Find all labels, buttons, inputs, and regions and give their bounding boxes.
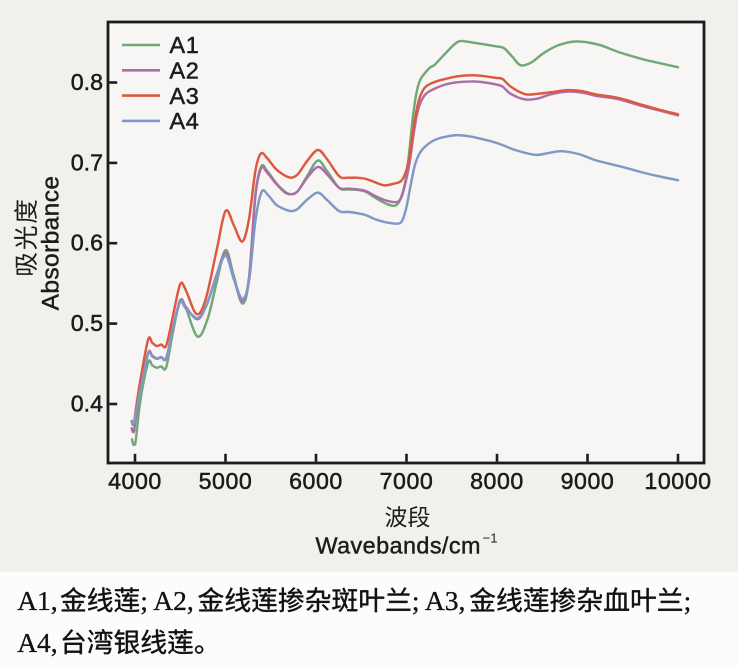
svg-text:0.4: 0.4 <box>71 390 103 416</box>
svg-text:9000: 9000 <box>561 468 615 494</box>
svg-text:A1,: A1, <box>17 585 58 616</box>
svg-text:5000: 5000 <box>199 468 253 494</box>
svg-text:A1: A1 <box>170 32 200 58</box>
svg-text:4000: 4000 <box>108 468 162 494</box>
svg-text:7000: 7000 <box>380 468 434 494</box>
svg-text:10000: 10000 <box>644 468 711 494</box>
svg-text:−1: −1 <box>483 531 498 546</box>
svg-text:A2: A2 <box>170 58 200 84</box>
svg-text:; A2,: ; A2, <box>140 585 193 616</box>
svg-text:0.5: 0.5 <box>71 310 103 336</box>
svg-text:;: ; <box>684 585 692 616</box>
svg-text:A4,: A4, <box>17 627 58 658</box>
svg-text:6000: 6000 <box>289 468 343 494</box>
svg-text:A3: A3 <box>170 83 200 109</box>
svg-text:Wavebands/cm: Wavebands/cm <box>316 533 481 559</box>
svg-text:0.8: 0.8 <box>71 69 103 95</box>
svg-text:Absorbance: Absorbance <box>38 176 65 311</box>
svg-text:0.7: 0.7 <box>71 149 103 175</box>
svg-text:8000: 8000 <box>470 468 524 494</box>
svg-text:A4: A4 <box>170 108 200 134</box>
svg-text:0.6: 0.6 <box>71 230 103 256</box>
svg-text:; A3,: ; A3, <box>412 585 465 616</box>
